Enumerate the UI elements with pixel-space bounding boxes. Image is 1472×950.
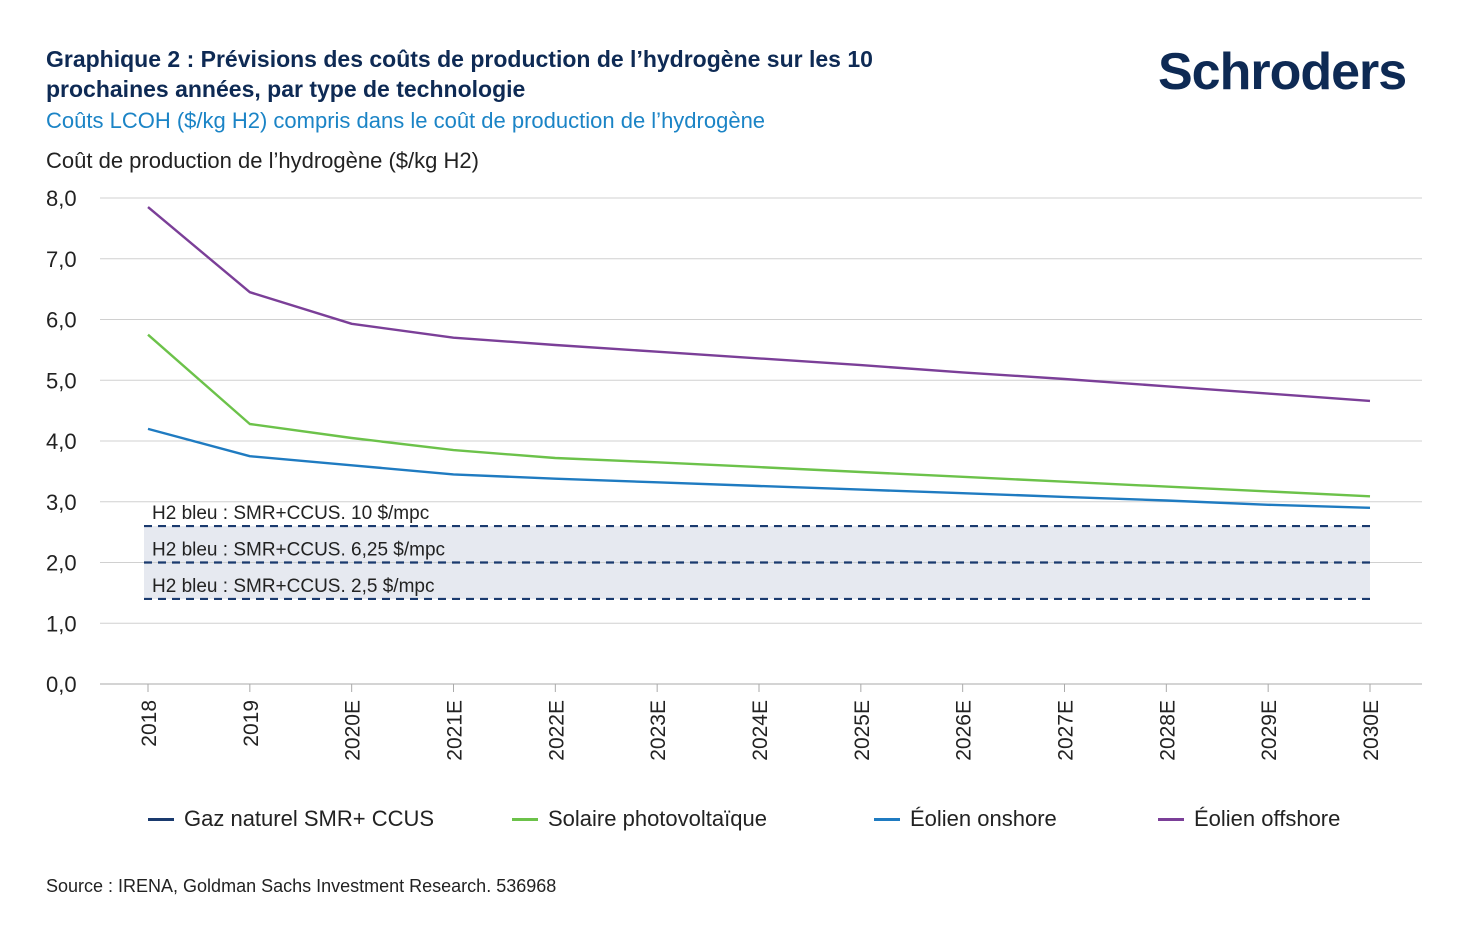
x-tick-label: 2020E <box>342 700 365 761</box>
y-tick-label: 4,0 <box>46 429 77 454</box>
x-tick-label: 2021E <box>444 700 467 761</box>
y-tick-label: 8,0 <box>46 186 77 211</box>
x-tick-label: 2030E <box>1360 700 1383 761</box>
y-axis-label: Coût de production de l’hydrogène ($/kg … <box>46 148 479 173</box>
x-tick-label: 2028E <box>1156 700 1179 761</box>
line-chart: Coût de production de l’hydrogène ($/kg … <box>46 148 1422 761</box>
reference-line-label: H2 bleu : SMR+CCUS. 6,25 $/mpc <box>152 540 445 561</box>
legend-item-offshore: Éolien offshore <box>1158 806 1340 832</box>
reference-line-label: H2 bleu : SMR+CCUS. 2,5 $/mpc <box>152 576 434 597</box>
series-line <box>147 427 1371 509</box>
y-tick-label: 7,0 <box>46 247 77 272</box>
chart-legend: Gaz naturel SMR+ CCUS Solaire photovolta… <box>0 806 1472 838</box>
source-note: Source : IRENA, Goldman Sachs Investment… <box>46 876 557 896</box>
chart-title: Graphique 2 : Prévisions des coûts de pr… <box>46 46 873 102</box>
legend-label-gas: Gaz naturel SMR+ CCUS <box>184 806 435 831</box>
x-tick-label: 2018 <box>138 700 161 747</box>
legend-item-solar: Solaire photovoltaïque <box>512 806 767 832</box>
y-tick-label: 2,0 <box>46 551 77 576</box>
series-line <box>147 206 1371 403</box>
x-tick-label: 2022E <box>545 700 568 761</box>
legend-label-solar: Solaire photovoltaïque <box>548 806 767 831</box>
x-tick-label: 2026E <box>953 700 976 761</box>
legend-swatch-onshore <box>874 817 900 821</box>
legend-item-onshore: Éolien onshore <box>874 806 1057 832</box>
legend-label-onshore: Éolien onshore <box>910 806 1057 831</box>
chart-subtitle: Coûts LCOH ($/kg H2) compris dans le coû… <box>46 108 766 133</box>
schroders-logo: Schroders <box>1158 43 1407 101</box>
y-tick-label: 5,0 <box>46 368 77 393</box>
x-tick-label: 2025E <box>851 700 874 761</box>
x-tick-label: 2029E <box>1258 700 1281 761</box>
legend-swatch-solar <box>512 817 538 821</box>
reference-line-label: H2 bleu : SMR+CCUS. 10 $/mpc <box>152 503 429 524</box>
legend-item-gas: Gaz naturel SMR+ CCUS <box>148 806 434 832</box>
y-tick-label: 1,0 <box>46 611 77 636</box>
legend-swatch-offshore <box>1158 817 1184 821</box>
x-tick-label: 2024E <box>749 700 772 761</box>
x-tick-label: 2019 <box>240 700 263 747</box>
x-tick-label: 2027E <box>1055 700 1078 761</box>
y-tick-label: 3,0 <box>46 490 77 515</box>
legend-swatch-gas <box>148 817 174 821</box>
y-tick-label: 0,0 <box>46 672 77 697</box>
x-tick-label: 2023E <box>647 700 670 761</box>
y-tick-label: 6,0 <box>46 308 77 333</box>
series-line <box>147 333 1371 498</box>
legend-label-offshore: Éolien offshore <box>1194 806 1341 831</box>
